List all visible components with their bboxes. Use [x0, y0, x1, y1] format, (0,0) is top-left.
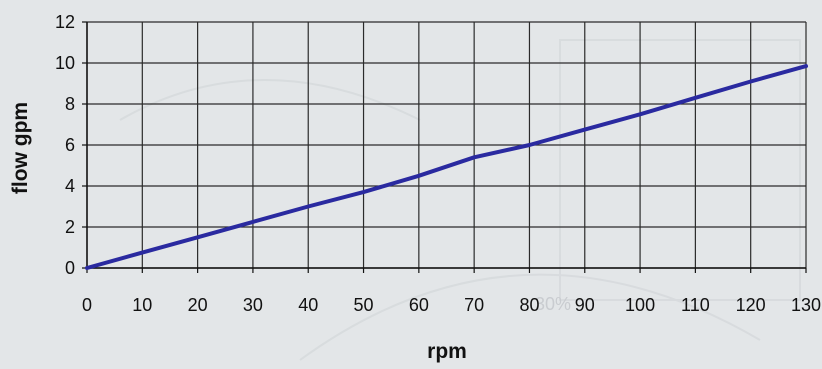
x-tick-label: 40 — [298, 295, 318, 315]
x-tick-label: 20 — [188, 295, 208, 315]
x-tick-label: 130 — [791, 295, 821, 315]
x-tick-label: 80 — [519, 295, 539, 315]
y-tick-label: 0 — [65, 258, 75, 278]
grid — [86, 21, 807, 269]
data-point — [583, 128, 587, 132]
data-point — [140, 251, 144, 255]
data-point — [417, 174, 421, 178]
y-tick-label: 12 — [55, 12, 75, 32]
x-tick-label: 10 — [132, 295, 152, 315]
background-watermark — [119, 39, 801, 361]
y-tick-label: 10 — [55, 53, 75, 73]
watermark-arc — [119, 79, 421, 121]
data-point — [361, 190, 366, 194]
x-tick-label: 60 — [409, 295, 429, 315]
x-tick-label: 0 — [82, 295, 92, 315]
data-point — [527, 143, 532, 147]
y-tick-label: 4 — [65, 176, 75, 196]
x-tick-label: 120 — [736, 295, 766, 315]
watermark-frame — [559, 39, 801, 301]
x-tick-labels: 0 10 20 30 40 50 60 70 80 90 100 110 120 130 — [82, 295, 821, 315]
data-point — [638, 112, 642, 116]
x-tick-label: 110 — [681, 295, 710, 315]
watermark-arc — [299, 273, 761, 361]
y-tick-labels: 0 2 4 6 8 10 12 — [55, 12, 75, 278]
data-point — [251, 220, 255, 224]
x-tick-label: 70 — [464, 295, 484, 315]
y-axis-title: flow gpm — [9, 102, 32, 194]
data-point — [804, 64, 808, 68]
y-tick-label: 6 — [65, 135, 75, 155]
y-tick-label: 8 — [65, 94, 75, 114]
series-line — [85, 64, 808, 270]
x-tick-label: 90 — [575, 295, 595, 315]
data-point — [749, 79, 753, 84]
data-point — [693, 96, 697, 100]
x-axis-title: rpm — [427, 340, 467, 363]
y-tick-label: 2 — [65, 217, 75, 237]
x-tick-label: 100 — [625, 295, 655, 315]
series-group — [85, 64, 808, 270]
data-point — [472, 155, 476, 159]
data-point — [85, 266, 89, 270]
data-point — [306, 204, 310, 209]
x-tick-label: 50 — [354, 295, 374, 315]
x-tick-label: 30 — [243, 295, 263, 315]
axes — [82, 21, 807, 273]
watermark-percent: 30% — [535, 294, 571, 314]
data-point — [196, 235, 200, 239]
